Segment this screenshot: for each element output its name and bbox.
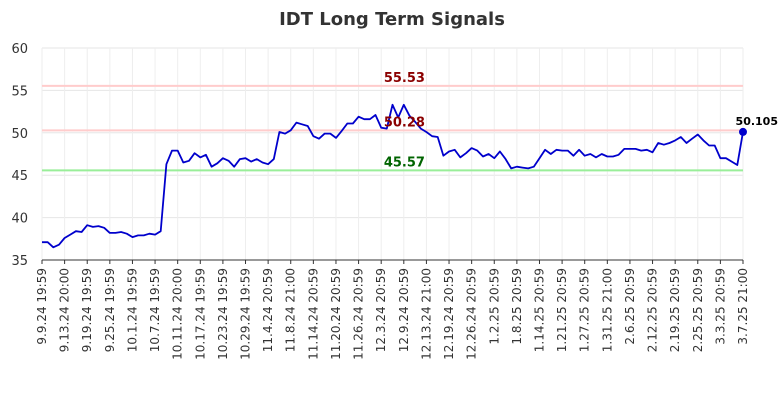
x-tick-label: 10.23.24 19:59 <box>216 268 230 360</box>
last-value-label: 50.105 <box>736 115 778 128</box>
x-tick-label: 1.2.25 20:59 <box>487 268 501 345</box>
annotations: 55.53 50.28 45.57 50.105 <box>384 71 778 170</box>
x-tick-label: 1.31.25 21:00 <box>600 268 614 352</box>
x-tick-label: 11.4.24 20:59 <box>261 268 275 352</box>
x-tick-label: 11.14.24 20:59 <box>306 268 320 360</box>
x-tick-label: 10.29.24 19:59 <box>239 268 253 360</box>
x-tick-label: 9.13.24 20:00 <box>58 268 72 352</box>
signal-label: 45.57 <box>384 155 425 170</box>
x-tick-label: 11.26.24 20:59 <box>352 268 366 360</box>
x-tick-label: 10.1.24 19:59 <box>125 268 139 352</box>
y-axis-ticks: 35 40 45 50 55 60 <box>11 42 28 269</box>
last-point-marker <box>739 127 747 136</box>
x-tick-label: 9.9.24 19:59 <box>35 268 49 345</box>
x-tick-label: 9.25.24 19:59 <box>103 268 117 352</box>
x-tick-label: 10.17.24 19:59 <box>193 268 207 360</box>
x-tick-label: 12.9.24 20:59 <box>397 268 411 352</box>
x-tick-label: 11.8.24 21:00 <box>284 268 298 352</box>
signal-label: 50.28 <box>384 115 425 130</box>
x-axis-ticks: 9.9.24 19:59 9.13.24 20:00 9.19.24 19:59 9.… <box>35 260 750 360</box>
y-tick-label: 45 <box>11 169 28 184</box>
grid <box>41 47 744 261</box>
x-tick-label: 3.7.25 21:00 <box>736 268 750 345</box>
x-tick-label: 1.14.25 20:59 <box>532 268 546 352</box>
x-tick-label: 10.11.24 20:00 <box>171 268 185 360</box>
y-tick-label: 55 <box>11 84 28 99</box>
x-tick-label: 2.19.25 20:59 <box>668 268 682 352</box>
x-tick-label: 11.20.24 20:59 <box>329 268 343 360</box>
chart-title: IDT Long Term Signals <box>279 9 505 30</box>
y-tick-label: 40 <box>11 212 28 227</box>
x-tick-label: 10.7.24 19:59 <box>148 268 162 352</box>
x-tick-label: 2.12.25 20:59 <box>646 268 660 352</box>
price-line <box>42 103 744 249</box>
x-tick-label: 3.3.25 20:59 <box>713 268 727 345</box>
x-tick-label: 12.19.24 20:59 <box>442 268 456 360</box>
x-tick-label: 1.21.25 20:59 <box>555 268 569 352</box>
x-tick-label: 1.8.25 20:59 <box>510 268 524 345</box>
x-tick-label: 9.19.24 19:59 <box>80 268 94 352</box>
y-tick-label: 50 <box>11 127 28 142</box>
x-tick-label: 12.13.24 21:00 <box>419 268 433 360</box>
x-tick-label: 2.6.25 20:59 <box>623 268 637 345</box>
signal-lines <box>42 84 743 172</box>
y-tick-label: 35 <box>11 254 28 269</box>
series <box>42 103 747 249</box>
x-tick-label: 12.26.24 20:59 <box>465 268 479 360</box>
x-tick-label: 12.3.24 20:59 <box>374 268 388 352</box>
y-tick-label: 60 <box>11 42 28 57</box>
x-tick-label: 1.27.25 20:59 <box>578 268 592 352</box>
x-tick-label: 2.25.25 20:59 <box>691 268 705 352</box>
signal-label: 55.53 <box>384 71 425 86</box>
